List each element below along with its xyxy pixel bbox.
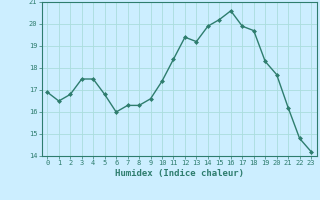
X-axis label: Humidex (Indice chaleur): Humidex (Indice chaleur) bbox=[115, 169, 244, 178]
